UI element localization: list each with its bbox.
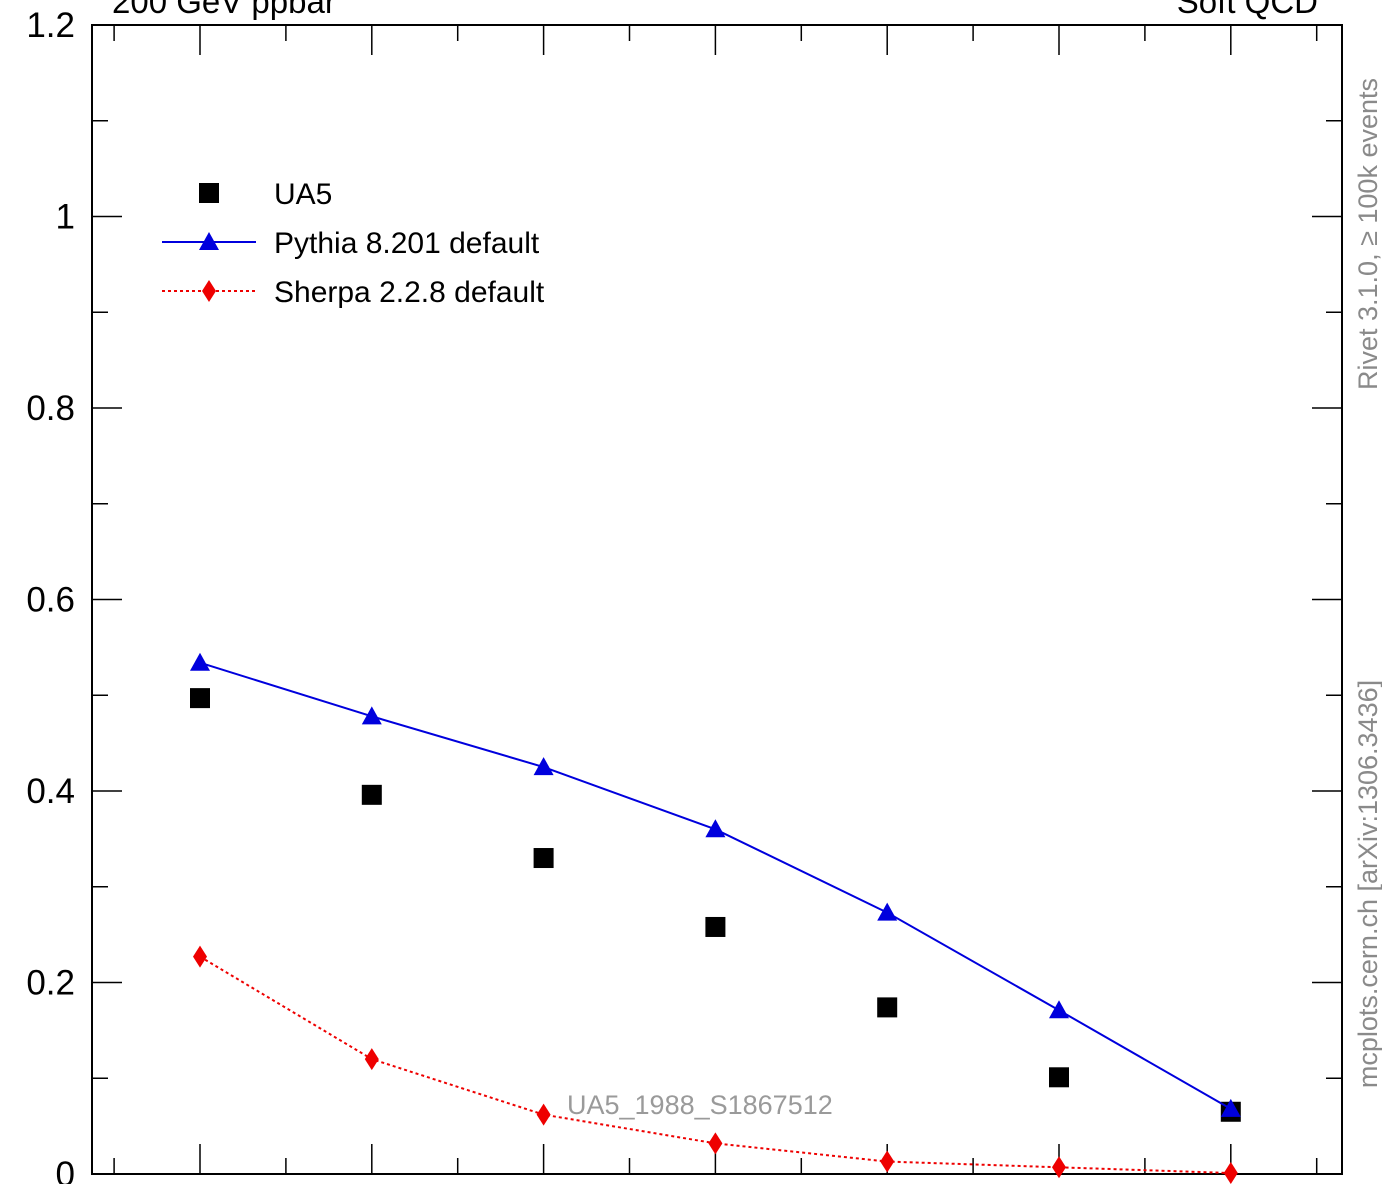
data-point-square <box>199 183 219 203</box>
data-point-diamond <box>880 1150 895 1173</box>
data-point-diamond <box>536 1103 551 1126</box>
series-1 <box>190 652 1241 1117</box>
legend-item: Sherpa 2.2.8 default <box>162 276 545 309</box>
title-left: 200 GeV ppbar <box>112 0 336 20</box>
y-tick-label: 0.8 <box>26 389 75 428</box>
legend-item: Pythia 8.201 default <box>162 227 540 260</box>
data-point-diamond <box>1052 1156 1066 1179</box>
analysis-label: UA5_1988_S1867512 <box>567 1090 833 1120</box>
data-point-square <box>877 997 898 1018</box>
legend-label: UA5 <box>274 178 332 211</box>
side-label-top: Rivet 3.1.0, ≥ 100k events <box>1353 78 1382 390</box>
title-right: Soft QCD <box>1177 0 1318 20</box>
series-2 <box>193 945 1238 1185</box>
y-tick-label: 0.6 <box>26 581 75 620</box>
data-point-triangle <box>1220 1098 1241 1117</box>
data-point-square <box>190 688 210 709</box>
data-point-triangle <box>1049 1000 1069 1019</box>
data-point-triangle <box>190 652 210 671</box>
side-label-bottom: mcplots.cern.ch [arXiv:1306.3436] <box>1353 680 1382 1088</box>
data-point-square <box>1049 1067 1069 1088</box>
y-tick-label: 1 <box>56 198 75 237</box>
data-point-triangle <box>877 902 898 921</box>
legend-label: Sherpa 2.2.8 default <box>274 276 545 309</box>
series-0 <box>190 688 1241 1122</box>
series-line <box>199 661 1232 1110</box>
data-point-diamond <box>1223 1162 1238 1185</box>
legend-label: Pythia 8.201 default <box>274 227 540 260</box>
data-point-triangle <box>199 232 219 250</box>
data-point-diamond <box>364 1048 379 1071</box>
data-point-square <box>361 784 382 805</box>
y-tick-label: 1.2 <box>26 6 75 45</box>
data-point-diamond <box>708 1132 723 1155</box>
data-point-square <box>533 848 554 869</box>
data-point-triangle <box>361 706 382 725</box>
data-point-triangle <box>533 757 554 776</box>
data-point-triangle <box>705 819 726 838</box>
data-point-square <box>705 916 726 937</box>
data-point-diamond <box>202 280 216 302</box>
y-tick-label: 0.4 <box>26 772 75 811</box>
data-point-diamond <box>193 945 207 968</box>
y-tick-label: 0 <box>56 1155 75 1184</box>
legend-item: UA5 <box>199 178 332 211</box>
y-tick-label: 0.2 <box>26 964 75 1003</box>
